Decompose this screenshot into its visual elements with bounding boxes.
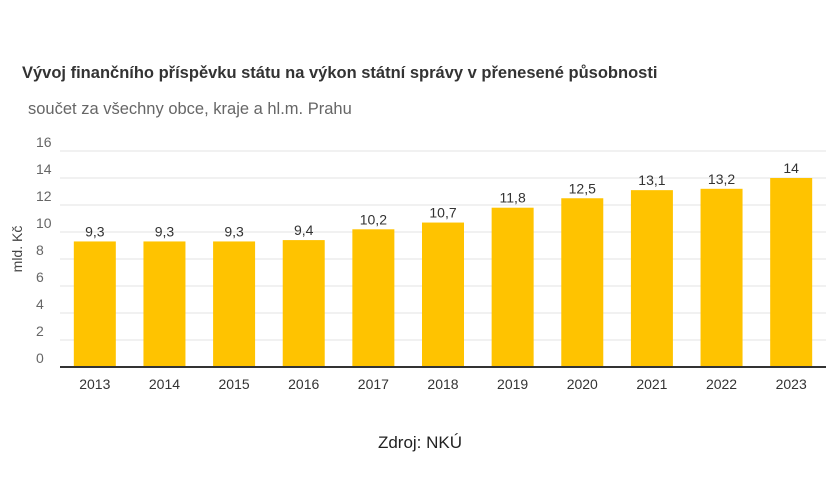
data-label-2023: 14 (783, 160, 799, 176)
x-tick-label-2013: 2013 (79, 376, 110, 392)
bar-2018 (422, 222, 464, 367)
bar-2017 (352, 229, 395, 367)
data-label-2015: 9,3 (224, 223, 244, 239)
bar-2021 (630, 190, 673, 367)
data-label-2016: 9,4 (294, 222, 314, 238)
x-tick-label-2016: 2016 (288, 376, 319, 392)
bar-2022 (700, 188, 743, 367)
bars (73, 178, 813, 367)
data-label-2013: 9,3 (85, 223, 105, 239)
x-tick-label-2022: 2022 (706, 376, 737, 392)
x-tick-label-2015: 2015 (219, 376, 250, 392)
x-tick-label-2023: 2023 (776, 376, 807, 392)
bar-2014 (143, 241, 186, 367)
data-label-2019: 11,8 (500, 190, 526, 206)
x-tick-label-2017: 2017 (358, 376, 389, 392)
y-tick-label: 10 (36, 215, 52, 231)
data-label-2018: 10,7 (429, 205, 456, 221)
x-tick-label-2020: 2020 (567, 376, 598, 392)
bar-2020 (561, 198, 604, 367)
bar-2023 (770, 178, 813, 367)
chart-subtitle: součet za všechny obce, kraje a hl.m. Pr… (28, 100, 352, 118)
x-tick-label-2021: 2021 (636, 376, 667, 392)
data-labels: 9,3 9,3 9,3 9,4 10,2 10,7 11,8 12,5 13,1 13,2 14 (85, 160, 799, 239)
data-label-2022: 13,2 (708, 171, 735, 187)
x-ticks: 2013 2014 2015 2016 2017 2018 2019 2020 2021 2022… (79, 376, 807, 392)
x-tick-label-2019: 2019 (497, 376, 528, 392)
y-tick-label: 0 (36, 350, 44, 366)
y-tick-label: 4 (36, 296, 44, 312)
data-label-2020: 12,5 (569, 180, 596, 196)
chart-title: Vývoj finančního příspěvku státu na výko… (22, 64, 658, 82)
bar-2019 (491, 207, 534, 367)
x-tick-label-2018: 2018 (427, 376, 458, 392)
bar-2016 (282, 240, 325, 367)
y-tick-label: 8 (36, 242, 44, 258)
data-label-2021: 13,1 (638, 172, 665, 188)
bar-2013 (73, 241, 116, 367)
data-label-2014: 9,3 (155, 223, 175, 239)
y-axis-label: mld. Kč (9, 226, 25, 273)
y-tick-label: 2 (36, 323, 44, 339)
y-tick-label: 14 (36, 161, 52, 177)
x-tick-label-2014: 2014 (149, 376, 180, 392)
bar-2015 (213, 241, 256, 367)
y-ticks: 0 2 4 6 8 10 12 14 16 (36, 134, 52, 366)
y-tick-label: 12 (36, 188, 52, 204)
y-tick-label: 6 (36, 269, 44, 285)
data-label-2017: 10,2 (360, 211, 387, 227)
y-tick-label: 16 (36, 134, 52, 150)
source-note: Zdroj: NKÚ (377, 433, 463, 452)
gridlines (60, 150, 826, 341)
